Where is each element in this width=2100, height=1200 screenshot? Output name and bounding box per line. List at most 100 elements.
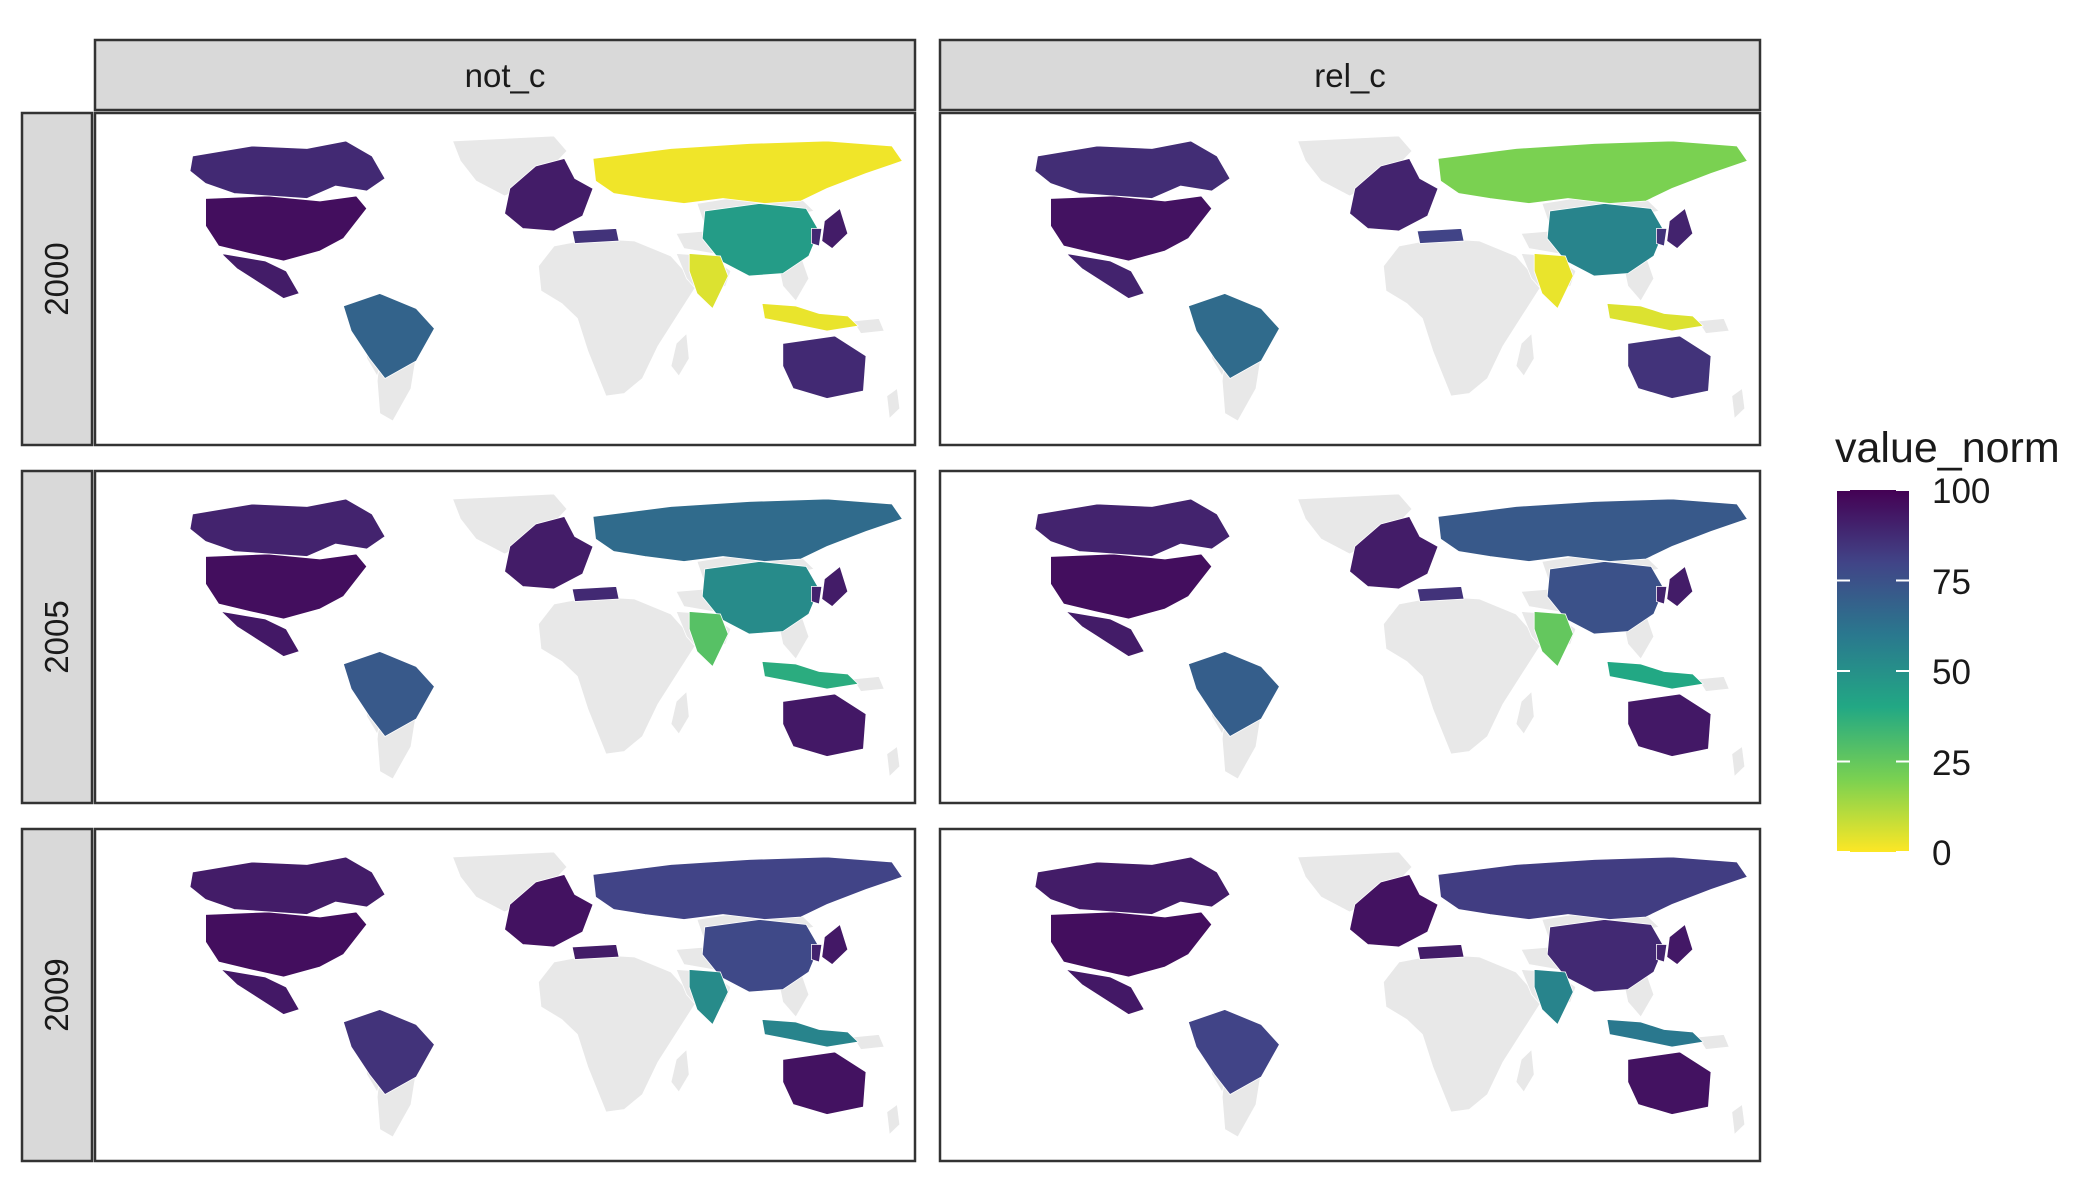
country-mexico <box>220 610 300 657</box>
country-brazil <box>342 1009 435 1095</box>
country-brazil <box>1187 1009 1280 1095</box>
country-mexico <box>220 968 300 1015</box>
country-indonesia <box>1606 303 1705 332</box>
country-australia <box>1627 335 1712 399</box>
madagascar-shape <box>1515 332 1535 377</box>
world-map <box>189 493 904 780</box>
country-korea <box>1656 586 1668 605</box>
country-japan <box>821 207 849 249</box>
legend-tick-label: 100 <box>1932 472 1990 511</box>
madagascar-shape <box>670 332 690 377</box>
country-canada <box>1034 856 1231 915</box>
panel-border <box>93 469 917 805</box>
madagascar-shape <box>1515 1048 1535 1093</box>
country-russia <box>1437 856 1749 920</box>
column-strip-not_c: not_c <box>93 38 917 112</box>
country-russia <box>1437 140 1749 204</box>
column-strip-rel_c: rel_c <box>938 38 1762 112</box>
madagascar-shape <box>670 1048 690 1093</box>
country-korea <box>811 228 823 247</box>
new-zealand-shape <box>1731 745 1746 778</box>
country-china <box>1546 919 1665 993</box>
country-korea <box>811 944 823 963</box>
country-indonesia <box>1606 1019 1705 1048</box>
country-india <box>1533 253 1574 310</box>
country-australia <box>782 1051 867 1115</box>
panel-border <box>938 469 1762 805</box>
new-zealand-shape <box>886 387 901 420</box>
country-korea <box>811 586 823 605</box>
africa-shape <box>537 954 701 1113</box>
png-shape <box>852 1034 885 1050</box>
country-europe <box>504 158 594 232</box>
country-canada <box>189 856 386 915</box>
country-usa <box>1050 195 1213 262</box>
country-europe <box>504 874 594 948</box>
country-turkey <box>571 586 620 602</box>
country-india <box>688 611 729 668</box>
country-europe <box>1349 516 1439 590</box>
country-australia <box>782 693 867 757</box>
panel-border <box>93 827 917 1163</box>
legend-tick-label: 25 <box>1932 744 1971 783</box>
madagascar-shape <box>1515 690 1535 735</box>
country-europe <box>1349 874 1439 948</box>
country-japan <box>1666 565 1694 607</box>
map-panel-not_c-2000 <box>93 111 917 447</box>
map-panels <box>93 111 1762 1163</box>
country-australia <box>782 335 867 399</box>
world-map <box>189 851 904 1138</box>
country-korea <box>1656 228 1668 247</box>
africa-shape <box>1382 954 1546 1113</box>
africa-shape <box>537 238 701 397</box>
madagascar-shape <box>670 690 690 735</box>
country-brazil <box>1187 293 1280 379</box>
country-korea <box>1656 944 1668 963</box>
column-strip-label: not_c <box>465 57 546 94</box>
country-russia <box>1437 498 1749 562</box>
country-india <box>688 969 729 1026</box>
row-strip-label: 2009 <box>38 958 75 1031</box>
legend-tick-marks <box>1837 489 1909 853</box>
map-panel-not_c-2005 <box>93 469 917 805</box>
row-strip-label: 2000 <box>38 242 75 315</box>
country-indonesia <box>1606 661 1705 690</box>
country-mexico <box>220 252 300 299</box>
new-zealand-shape <box>886 1103 901 1136</box>
world-map <box>1034 493 1749 780</box>
png-shape <box>1697 676 1730 692</box>
country-russia <box>592 140 904 204</box>
png-shape <box>852 676 885 692</box>
column-strip-label: rel_c <box>1314 57 1386 94</box>
map-panel-rel_c-2000 <box>938 111 1762 447</box>
panel-border <box>938 111 1762 447</box>
country-china <box>701 561 820 635</box>
country-indonesia <box>761 303 860 332</box>
country-mexico <box>1065 968 1145 1015</box>
legend-tick-label: 0 <box>1932 834 1951 873</box>
africa-shape <box>537 596 701 755</box>
row-strip-2009: 2009 <box>20 827 94 1163</box>
country-canada <box>1034 140 1231 199</box>
country-canada <box>189 498 386 557</box>
country-china <box>1546 561 1665 635</box>
panel-border <box>938 827 1762 1163</box>
row-strip-2000: 2000 <box>20 111 94 447</box>
country-india <box>1533 611 1574 668</box>
country-australia <box>1627 693 1712 757</box>
country-europe <box>1349 158 1439 232</box>
country-turkey <box>1416 586 1465 602</box>
country-indonesia <box>761 661 860 690</box>
country-turkey <box>1416 944 1465 960</box>
country-russia <box>592 856 904 920</box>
country-usa <box>1050 553 1213 620</box>
country-china <box>701 919 820 993</box>
country-mexico <box>1065 610 1145 657</box>
country-china <box>1546 203 1665 277</box>
new-zealand-shape <box>1731 387 1746 420</box>
png-shape <box>1697 318 1730 334</box>
africa-shape <box>1382 596 1546 755</box>
world-map <box>1034 851 1749 1138</box>
map-panel-rel_c-2005 <box>938 469 1762 805</box>
